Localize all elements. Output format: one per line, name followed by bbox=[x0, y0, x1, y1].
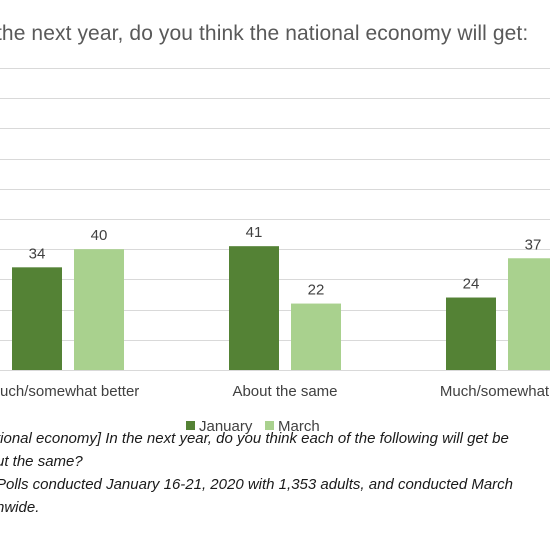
bar-january bbox=[229, 246, 279, 370]
data-label: 37 bbox=[525, 236, 542, 253]
footnote-methodology: Polls conducted January 16-21, 2020 with… bbox=[0, 476, 514, 493]
data-label: 22 bbox=[308, 282, 325, 299]
bar-march bbox=[291, 303, 341, 370]
category-label: luch/somewhat better bbox=[0, 383, 139, 400]
bar-january bbox=[446, 297, 496, 370]
footnote-question-cont: ut the same? bbox=[0, 453, 83, 470]
category-label: Much/somewhat w bbox=[440, 383, 550, 400]
chart-title: the next year, do you think the national… bbox=[0, 22, 529, 45]
bar-january bbox=[12, 267, 62, 370]
legend-label-january: January bbox=[199, 418, 253, 435]
data-label: 24 bbox=[463, 276, 480, 293]
data-label: 34 bbox=[29, 245, 46, 262]
bar-march bbox=[508, 258, 550, 370]
legend-swatch-january bbox=[186, 421, 195, 430]
footnote-question: tional economy] In the next year, do you… bbox=[0, 430, 509, 447]
legend-label-march: March bbox=[278, 418, 320, 435]
bar-march bbox=[74, 249, 124, 370]
category-label: About the same bbox=[232, 383, 337, 400]
footnote-methodology-cont: nwide. bbox=[0, 499, 40, 516]
data-label: 41 bbox=[246, 224, 263, 241]
legend-swatch-march bbox=[265, 421, 274, 430]
data-label: 40 bbox=[91, 227, 108, 244]
